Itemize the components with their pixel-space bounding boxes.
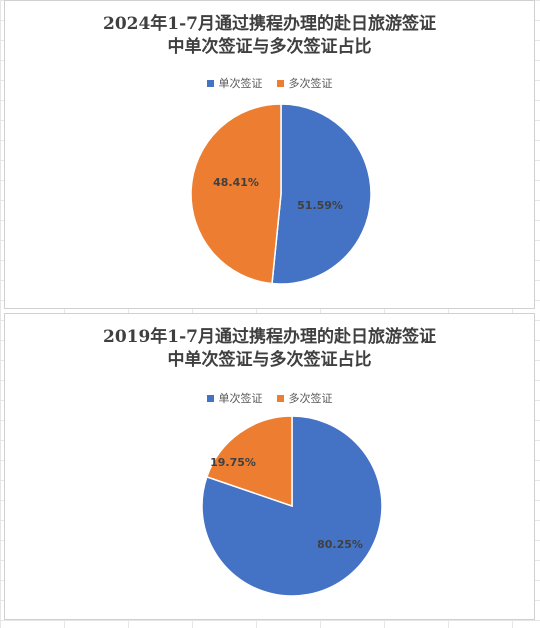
pie-plot-area: 80.25% 19.75% <box>201 415 383 597</box>
legend-item-single: 单次签证 <box>206 75 263 91</box>
legend-label-multiple: 多次签证 <box>288 77 333 90</box>
data-label-multiple: 48.41% <box>213 176 259 189</box>
data-label-single: 51.59% <box>297 199 343 212</box>
legend-label-single: 单次签证 <box>218 77 263 90</box>
chart-title-line2: 中单次签证与多次签证占比 <box>167 350 372 370</box>
legend-swatch-multiple <box>276 394 284 402</box>
legend-label-single: 单次签证 <box>218 392 263 405</box>
pie-slice-multiple[interactable] <box>190 103 282 285</box>
pie-slice-single[interactable] <box>271 103 372 285</box>
legend-item-multiple: 多次签证 <box>276 75 333 91</box>
data-label-single: 80.25% <box>317 538 363 551</box>
pie-slice-multiple[interactable] <box>205 415 293 508</box>
pie-plot-area: 51.59% 48.41% <box>190 103 372 285</box>
chart-title: 2019年1-7月通过携程办理的赴日旅游签证 中单次签证与多次签证占比 <box>5 326 534 372</box>
legend-item-multiple: 多次签证 <box>276 390 333 406</box>
legend-item-single: 单次签证 <box>206 390 263 406</box>
legend-swatch-single <box>206 394 214 402</box>
data-label-multiple: 19.75% <box>210 456 256 469</box>
chart-title: 2024年1-7月通过携程办理的赴日旅游签证 中单次签证与多次签证占比 <box>5 13 534 59</box>
chart-legend: 单次签证 多次签证 <box>5 390 534 406</box>
chart-title-line2: 中单次签证与多次签证占比 <box>167 37 372 57</box>
legend-label-multiple: 多次签证 <box>288 392 333 405</box>
chart-title-line1: 2024年1-7月通过携程办理的赴日旅游签证 <box>102 14 437 34</box>
chart-legend: 单次签证 多次签证 <box>5 75 534 91</box>
pie-chart-2019[interactable]: 2019年1-7月通过携程办理的赴日旅游签证 中单次签证与多次签证占比 单次签证… <box>4 313 535 620</box>
chart-title-line1: 2019年1-7月通过携程办理的赴日旅游签证 <box>102 327 437 347</box>
pie-chart-2024[interactable]: 2024年1-7月通过携程办理的赴日旅游签证 中单次签证与多次签证占比 单次签证… <box>4 0 535 309</box>
legend-swatch-single <box>206 79 214 87</box>
legend-swatch-multiple <box>276 79 284 87</box>
